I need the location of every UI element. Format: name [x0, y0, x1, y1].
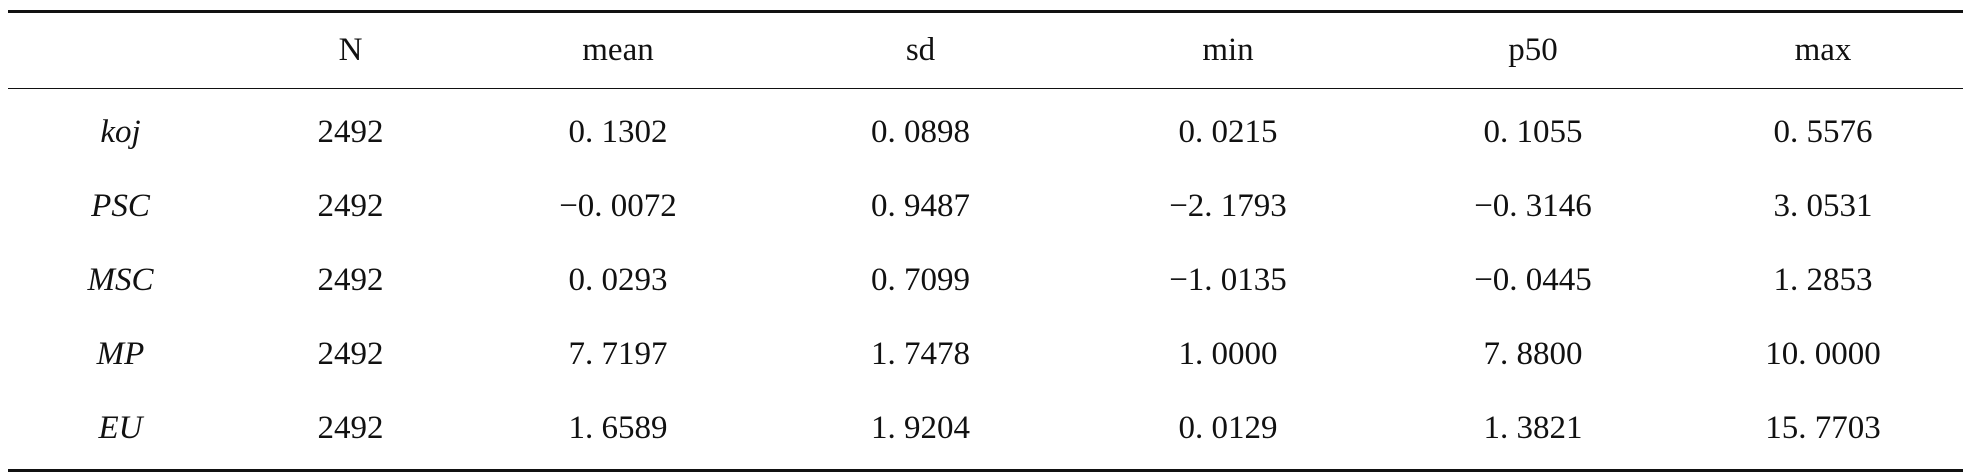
table-header: N mean sd min p50 max [8, 11, 1963, 89]
variable-name-cell: koj [100, 113, 141, 150]
min-cell: −2. 1793 [1169, 187, 1287, 224]
table-row: PSC 2492 −0. 0072 0. 9487 −2. 1793 −0. 3… [8, 169, 1963, 243]
min-cell: 1. 0000 [1178, 335, 1278, 372]
p50-cell: −0. 3146 [1474, 187, 1592, 224]
descriptive-statistics-table: N mean sd min p50 max koj 2492 0. 1302 0… [8, 10, 1963, 472]
table-body: koj 2492 0. 1302 0. 0898 0. 0215 0. 1055… [8, 89, 1963, 471]
table-row: MP 2492 7. 7197 1. 7478 1. 0000 7. 8800 … [8, 317, 1963, 391]
header-min: min [1202, 32, 1254, 68]
sd-cell: 0. 0898 [871, 113, 970, 150]
mean-cell: −0. 0072 [559, 187, 677, 224]
p50-cell: 1. 3821 [1483, 409, 1583, 446]
sd-cell: 1. 7478 [871, 335, 970, 372]
max-cell: 15. 7703 [1765, 409, 1881, 446]
header-p50: p50 [1508, 32, 1558, 68]
variable-name-cell: PSC [91, 187, 150, 224]
variable-name-cell: MP [96, 335, 145, 372]
min-cell: 0. 0215 [1178, 113, 1278, 150]
header-variable [8, 12, 233, 89]
header-row: N mean sd min p50 max [8, 11, 1963, 89]
sd-cell: 1. 9204 [871, 409, 970, 446]
n-cell: 2492 [317, 187, 384, 224]
n-cell: 2492 [317, 261, 384, 298]
descriptive-statistics-table-container: N mean sd min p50 max koj 2492 0. 1302 0… [8, 10, 1963, 472]
mean-cell: 0. 0293 [568, 261, 668, 298]
sd-cell: 0. 7099 [871, 261, 970, 298]
variable-name-cell: MSC [87, 261, 154, 298]
mean-cell: 7. 7197 [568, 335, 668, 372]
min-cell: −1. 0135 [1169, 261, 1287, 298]
header-sd: sd [905, 32, 936, 68]
mean-cell: 0. 1302 [568, 113, 668, 150]
n-cell: 2492 [317, 335, 384, 372]
n-cell: 2492 [317, 409, 384, 446]
variable-name-cell: EU [98, 409, 143, 446]
max-cell: 1. 2853 [1773, 261, 1873, 298]
header-max: max [1794, 32, 1852, 68]
max-cell: 10. 0000 [1765, 335, 1881, 372]
header-n: N [338, 32, 363, 68]
table-row: EU 2492 1. 6589 1. 9204 0. 0129 1. 3821 … [8, 391, 1963, 471]
n-cell: 2492 [317, 113, 384, 150]
min-cell: 0. 0129 [1178, 409, 1278, 446]
header-mean: mean [582, 32, 654, 68]
p50-cell: −0. 0445 [1474, 261, 1592, 298]
mean-cell: 1. 6589 [568, 409, 668, 446]
p50-cell: 0. 1055 [1483, 113, 1583, 150]
table-row: koj 2492 0. 1302 0. 0898 0. 0215 0. 1055… [8, 89, 1963, 170]
sd-cell: 0. 9487 [871, 187, 970, 224]
p50-cell: 7. 8800 [1483, 335, 1583, 372]
max-cell: 3. 0531 [1773, 187, 1873, 224]
max-cell: 0. 5576 [1773, 113, 1873, 150]
table-row: MSC 2492 0. 0293 0. 7099 −1. 0135 −0. 04… [8, 243, 1963, 317]
